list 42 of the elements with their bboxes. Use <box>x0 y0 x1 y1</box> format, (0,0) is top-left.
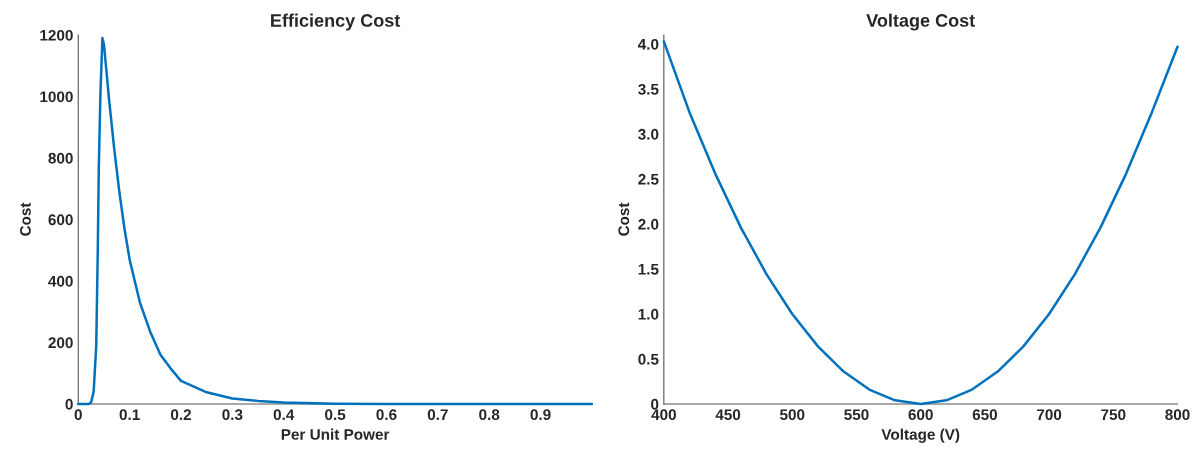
x-axis-title: Voltage (V) <box>881 428 960 443</box>
x-tick-label: 0 <box>74 409 82 421</box>
y-tick-label: 3.0 <box>638 128 659 140</box>
x-tick-label: 500 <box>779 409 805 421</box>
x-tick-label: 0.2 <box>170 409 191 421</box>
y-tick-label: 400 <box>48 275 73 287</box>
y-tick-label: 1000 <box>40 91 73 103</box>
y-tick-label: 1.0 <box>638 308 659 320</box>
x-tick-label: 450 <box>715 409 741 421</box>
y-tick-label: 600 <box>48 214 73 226</box>
line-series <box>77 36 594 406</box>
chart-title: Voltage Cost <box>866 13 975 31</box>
x-tick-label: 700 <box>1037 409 1062 421</box>
y-axis-title: Cost <box>618 202 630 236</box>
y-axis-title: Cost <box>20 202 31 236</box>
x-tick-label: 0.8 <box>479 409 500 421</box>
x-tick-label: 750 <box>1101 409 1126 421</box>
x-tick-label: 0.3 <box>222 409 243 421</box>
y-tick-label: 800 <box>48 152 73 164</box>
x-axis-title: Per Unit Power <box>281 428 390 440</box>
x-tick-label: 0.4 <box>273 409 295 421</box>
x-tick-label: 0.6 <box>376 409 397 421</box>
x-tick-label: 600 <box>908 409 933 421</box>
x-tick-label: 0.9 <box>530 409 551 421</box>
x-tick-label: 0.1 <box>119 409 140 421</box>
y-tick-label: 0 <box>651 398 659 410</box>
x-tick-label: 0.7 <box>427 409 448 421</box>
y-tick-label: 1200 <box>40 29 73 41</box>
y-tick-label: 0 <box>65 398 73 410</box>
x-tick-label: 800 <box>1165 409 1190 421</box>
y-tick-label: 4.0 <box>637 38 659 50</box>
y-tick-label: 0.5 <box>638 353 659 365</box>
y-tick-label: 2.5 <box>638 173 659 185</box>
x-tick-label: 550 <box>844 409 869 421</box>
y-tick-label: 2.0 <box>638 218 659 230</box>
chart-title: Efficiency Cost <box>271 13 401 31</box>
y-tick-label: 1.5 <box>638 264 659 275</box>
x-tick-label: 400 <box>651 409 676 421</box>
x-tick-label: 650 <box>972 409 998 421</box>
y-tick-label: 3.5 <box>638 83 659 95</box>
x-tick-label: 0.5 <box>325 409 346 421</box>
y-tick-label: 200 <box>48 337 73 349</box>
